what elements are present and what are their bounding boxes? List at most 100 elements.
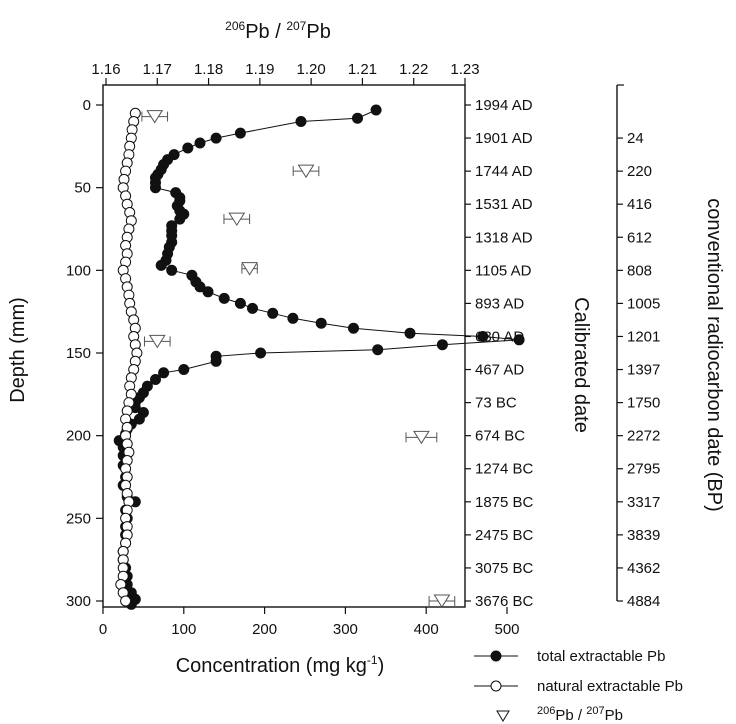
total-pb-point bbox=[166, 264, 178, 276]
total-pb-point bbox=[194, 281, 206, 293]
total-pb-point bbox=[372, 344, 384, 356]
y-tick-label: 0 bbox=[83, 97, 91, 114]
total-pb-point bbox=[150, 182, 161, 194]
plot-frame bbox=[102, 84, 466, 608]
legend-natural-marker bbox=[490, 680, 502, 692]
y-tick-label: 50 bbox=[74, 180, 91, 197]
radiocarbon-date-label: 1397 bbox=[627, 362, 660, 379]
x2-tick-label: 1.19 bbox=[245, 61, 274, 78]
radiocarbon-date-title: conventional radiocarbon date (BP) bbox=[703, 198, 725, 512]
total-pb-point bbox=[315, 317, 327, 329]
calibrated-date-label: 680 AD bbox=[475, 328, 524, 345]
calibrated-date-label: 3075 BC bbox=[475, 560, 534, 577]
legend-total-marker bbox=[490, 650, 502, 662]
x-tick-label: 300 bbox=[333, 621, 358, 638]
natural-pb-point bbox=[120, 595, 132, 607]
x-tick-label: 100 bbox=[171, 621, 196, 638]
radiocarbon-date-label: 808 bbox=[627, 262, 652, 279]
total-pb-point bbox=[267, 307, 279, 319]
total-pb-point bbox=[150, 374, 161, 385]
ratio-point bbox=[433, 594, 451, 608]
total-pb-point bbox=[436, 339, 448, 351]
ratio-point bbox=[413, 430, 430, 445]
radiocarbon-date-label: 1201 bbox=[627, 328, 660, 345]
legend-total-label: total extractable Pb bbox=[537, 648, 665, 665]
calibrated-date-label: 73 BC bbox=[475, 395, 517, 412]
radiocarbon-date-label: 4362 bbox=[627, 560, 660, 577]
calibrated-date-label: 893 AD bbox=[475, 295, 524, 312]
radiocarbon-date-label: 3839 bbox=[627, 527, 660, 544]
total-pb-point bbox=[247, 302, 258, 314]
calibrated-date-label: 1994 AD bbox=[475, 97, 533, 114]
radiocarbon-date-label: 416 bbox=[627, 196, 652, 213]
y-tick-label: 300 bbox=[66, 593, 91, 610]
calibrated-date-label: 1744 AD bbox=[475, 163, 533, 180]
total-pb-point bbox=[155, 259, 167, 271]
legend-ratio-label: 206Pb / 207Pb bbox=[537, 705, 623, 724]
x2-tick-label: 1.20 bbox=[297, 61, 326, 78]
total-pb-point bbox=[352, 112, 363, 124]
x2-tick-label: 1.22 bbox=[399, 61, 428, 78]
total-pb-point bbox=[234, 297, 246, 309]
total-pb-point bbox=[295, 116, 307, 127]
calibrated-date-label: 1901 AD bbox=[475, 130, 533, 147]
x2-tick-label: 1.23 bbox=[450, 61, 479, 78]
x-axis-title: Concentration (mg kg-1) bbox=[176, 653, 385, 677]
ratio-point bbox=[241, 262, 259, 276]
x2-tick-label: 1.18 bbox=[194, 61, 223, 78]
radiocarbon-date-label: 24 bbox=[627, 130, 644, 147]
calibrated-date-label: 1105 AD bbox=[475, 262, 532, 279]
radiocarbon-date-label: 1005 bbox=[627, 295, 660, 312]
total-pb-point bbox=[178, 364, 190, 375]
ratio-point bbox=[297, 164, 315, 179]
total-pb-point bbox=[348, 322, 359, 334]
total-pb-point bbox=[182, 142, 194, 154]
series-layer bbox=[113, 104, 525, 610]
y-tick-label: 200 bbox=[66, 428, 91, 445]
total-pb-point bbox=[370, 104, 382, 116]
total-pb-point bbox=[218, 292, 230, 304]
y-tick-label: 100 bbox=[66, 262, 91, 279]
x2-tick-label: 1.21 bbox=[348, 61, 377, 78]
y-tick-label: 250 bbox=[66, 510, 91, 527]
total-pb-point bbox=[404, 327, 416, 339]
legend-ratio-marker bbox=[496, 710, 510, 722]
radiocarbon-date-label: 1750 bbox=[627, 395, 660, 412]
x2-tick-label: 1.16 bbox=[91, 61, 120, 78]
total-pb-point bbox=[210, 132, 222, 144]
calibrated-date-label: 3676 BC bbox=[475, 593, 534, 610]
top-axis-title: 206Pb / 207Pb bbox=[225, 19, 331, 43]
calibrated-date-label: 2475 BC bbox=[475, 527, 534, 544]
calibrated-date-label: 1531 AD bbox=[475, 196, 533, 213]
radiocarbon-date-label: 220 bbox=[627, 163, 652, 180]
radiocarbon-date-label: 3317 bbox=[627, 494, 660, 511]
total-pb-point bbox=[287, 312, 299, 324]
total-pb-point bbox=[255, 347, 267, 359]
calibrated-date-label: 1274 BC bbox=[475, 461, 534, 478]
total-pb-point bbox=[202, 286, 214, 298]
x-tick-label: 0 bbox=[99, 621, 107, 638]
total-pb-point bbox=[477, 331, 489, 342]
calibrated-date-title: Calibrated date bbox=[570, 297, 592, 433]
total-pb-line bbox=[118, 109, 520, 605]
legend: total extractable Pb natural extractable… bbox=[474, 648, 683, 724]
x2-tick-label: 1.17 bbox=[143, 61, 172, 78]
calibrated-date-label: 467 AD bbox=[475, 362, 524, 379]
x-tick-label: 200 bbox=[252, 621, 277, 638]
total-pb-point bbox=[194, 137, 206, 149]
total-pb-point bbox=[133, 413, 145, 425]
total-pb-point bbox=[210, 355, 222, 367]
ratio-point bbox=[148, 334, 166, 349]
total-pb-point bbox=[234, 127, 246, 139]
y-axis-title: Depth (mm) bbox=[7, 297, 29, 403]
total-pb-point bbox=[174, 213, 186, 225]
radiocarbon-date-label: 4884 bbox=[627, 593, 660, 610]
y-tick-label: 150 bbox=[66, 345, 91, 362]
radiocarbon-date-label: 2272 bbox=[627, 428, 660, 445]
calibrated-date-label: 1318 AD bbox=[475, 229, 533, 246]
total-pb-point bbox=[158, 367, 170, 379]
x-tick-label: 400 bbox=[414, 621, 439, 638]
ratio-point bbox=[146, 110, 164, 124]
